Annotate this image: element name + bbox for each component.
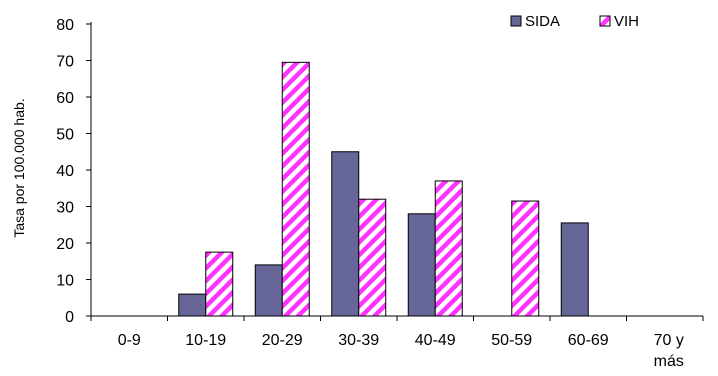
y-tick-label: 20 [56, 236, 74, 253]
y-tick-label: 10 [56, 273, 74, 290]
x-tick-label: 20-29 [262, 332, 303, 349]
y-tick-label: 0 [65, 309, 74, 326]
legend: SIDA VIH [510, 13, 639, 30]
bar-sida [560, 222, 589, 317]
y-axis-title-group: Tasa por 100.000 hab. [11, 98, 27, 237]
x-tick-label: 60-69 [568, 332, 609, 349]
legend-label-vih: VIH [614, 13, 639, 30]
x-tick-label: 0-9 [118, 332, 141, 349]
bar-vih [205, 251, 234, 317]
x-tick-label: más [654, 353, 684, 370]
y-tick-label: 50 [56, 127, 74, 144]
x-tick-label: 10-19 [185, 332, 226, 349]
x-tick-label: 30-39 [338, 332, 379, 349]
tick-labels-layer: 0 10 20 30 40 50 60 70 80 0-9 10-19 20-29 30-39 40-49… [56, 17, 684, 370]
bar-vih [281, 61, 310, 317]
y-axis-title: Tasa por 100.000 hab. [11, 98, 27, 237]
bar-vih [434, 180, 463, 317]
bar-vih [358, 198, 387, 317]
y-tick-label: 70 [56, 54, 74, 71]
bar-sida [178, 293, 207, 317]
x-tick-label: 70 y [654, 332, 684, 349]
legend-swatch-sida [510, 15, 522, 27]
bar-sida [254, 264, 283, 317]
x-tick-label: 40-49 [415, 332, 456, 349]
y-tick-label: 60 [56, 90, 74, 107]
y-tick-label: 80 [56, 17, 74, 34]
bars-layer [178, 61, 589, 317]
axes-layer [86, 22, 704, 321]
bar-sida [331, 151, 360, 317]
y-tick-label: 30 [56, 200, 74, 217]
bar-vih [511, 200, 540, 317]
x-tick-label: 50-59 [491, 332, 532, 349]
bar-sida [407, 213, 436, 317]
y-tick-label: 40 [56, 163, 74, 180]
legend-label-sida: SIDA [525, 13, 560, 30]
legend-swatch-vih [599, 15, 611, 27]
